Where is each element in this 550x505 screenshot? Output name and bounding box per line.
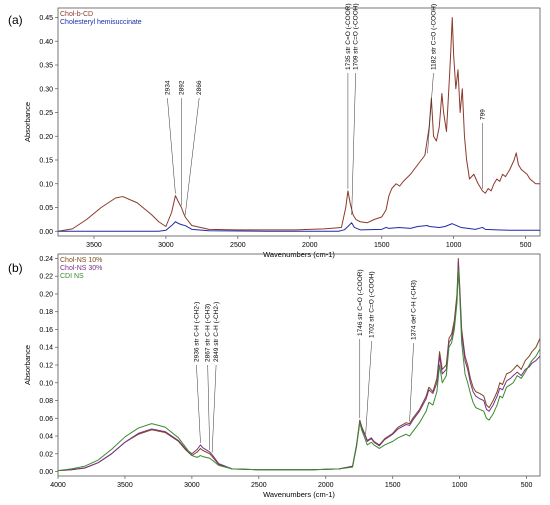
peak-annotation: 2867 str C-H (-CH3) (205, 304, 212, 362)
x-tick-label: 1500 (385, 482, 401, 489)
y-tick-label: 0.04 (39, 434, 53, 441)
y-tick-label: 0.08 (39, 398, 53, 405)
peak-annotation: 1735 str C=O (-COOR) (345, 3, 352, 70)
x-tick-label: 2500 (230, 242, 246, 249)
series-line-chol-b-cd (58, 17, 540, 232)
y-tick-label: 0.06 (39, 416, 53, 423)
peak-annotation: 1702 str C=O (-COOH) (369, 271, 376, 338)
legend-entry: Chol-NS 10% (60, 257, 102, 264)
y-tick-label: 0.24 (39, 256, 53, 263)
annotation-leader (184, 97, 200, 216)
annotation-leader (409, 342, 414, 422)
peak-annotation: 1182 str C=O (-COOH) (430, 4, 437, 70)
x-tick-label: 2000 (302, 242, 318, 249)
y-tick-label: 0.25 (39, 110, 53, 117)
peak-annotation: 1746 str C=O (-COOR) (357, 269, 364, 336)
y-tick-label: 0.45 (39, 15, 53, 22)
y-tick-label: 0.12 (39, 363, 53, 370)
y-tick-label: 0.20 (39, 291, 53, 298)
x-tick-label: 4000 (50, 482, 66, 489)
annotation-leader (196, 364, 201, 443)
series-line-chol-ns-30- (58, 262, 540, 472)
y-axis-title: Absorbance (23, 102, 32, 142)
annotation-leader (427, 72, 434, 154)
peak-annotation: 2849 str C-H (-CH2-) (213, 302, 220, 362)
x-tick-label: 500 (521, 482, 533, 489)
y-tick-label: 0.10 (39, 181, 53, 188)
y-axis-title: Absorbance (23, 345, 32, 385)
x-tick-label: 1000 (446, 242, 462, 249)
peak-annotation: 1374 def C-H (-CH3) (411, 280, 418, 340)
legend-entry: Cholesteryl hemisuccinate (60, 19, 142, 26)
x-tick-label: 2000 (318, 482, 334, 489)
y-tick-label: 0.30 (39, 86, 53, 93)
peak-annotation: 799 (480, 109, 487, 120)
y-tick-label: 0.15 (39, 158, 53, 165)
y-tick-label: 0.20 (39, 134, 53, 141)
legend-entry: CDI NS (60, 273, 84, 280)
y-tick-label: 0.14 (39, 345, 53, 352)
panel-b-chart: (b) 0.00 0.02 0.04 0.06 0.08 0.10 0.12 0.14 0.16 0… (8, 253, 541, 499)
annotation-leader (351, 72, 356, 216)
peak-annotation: 1709 str C=O (-COOH) (353, 3, 360, 70)
y-tick-label: 0.00 (39, 229, 53, 236)
panel-a-chart: (a) 0.00 0.05 0.10 0.15 0.20 0.25 0.30 0.35 0.40 0… (8, 3, 541, 259)
legend-entry: Chol-b-CD (60, 11, 93, 18)
x-tick-label: 2500 (251, 482, 267, 489)
panel-label: (b) (8, 261, 23, 275)
x-tick-label: 1500 (374, 242, 390, 249)
series-line-cholesteryl-hemisuccinate (58, 221, 540, 232)
legend-entry: Chol-NS 30% (60, 265, 102, 272)
x-tick-label: 3000 (158, 242, 174, 249)
y-tick-label: 0.00 (39, 469, 53, 476)
peak-annotation: 2934 (164, 80, 171, 95)
peak-annotation: 2936 str C-H (-CH2-) (193, 302, 200, 362)
peak-annotation: 2892 (178, 80, 185, 95)
annotation-leader (167, 97, 176, 194)
peak-annotation: 2866 (196, 80, 203, 95)
annotation-leader (365, 340, 372, 435)
x-axis-title: Wavenumbers (cm-1) (263, 490, 335, 499)
y-tick-label: 0.16 (39, 327, 53, 334)
y-tick-label: 0.40 (39, 39, 53, 46)
y-tick-label: 0.35 (39, 63, 53, 70)
series-line-cdi-ns (58, 268, 540, 472)
x-tick-label: 1000 (452, 482, 468, 489)
y-tick-label: 0.10 (39, 380, 53, 387)
y-tick-label: 0.18 (39, 309, 53, 316)
plot-frame (57, 7, 541, 237)
panel-label: (a) (8, 13, 23, 27)
x-tick-label: 3500 (117, 482, 133, 489)
y-tick-label: 0.02 (39, 451, 53, 458)
x-tick-label: 500 (520, 242, 532, 249)
annotation-leader (207, 364, 210, 451)
y-tick-label: 0.22 (39, 274, 53, 281)
annotation-leader (211, 364, 217, 453)
y-tick-label: 0.05 (39, 205, 53, 212)
x-axis-title: Wavenumbers (cm-1) (263, 250, 335, 259)
series-line-chol-ns-10- (58, 257, 540, 472)
x-tick-label: 3000 (184, 482, 200, 489)
x-tick-label: 3500 (86, 242, 102, 249)
